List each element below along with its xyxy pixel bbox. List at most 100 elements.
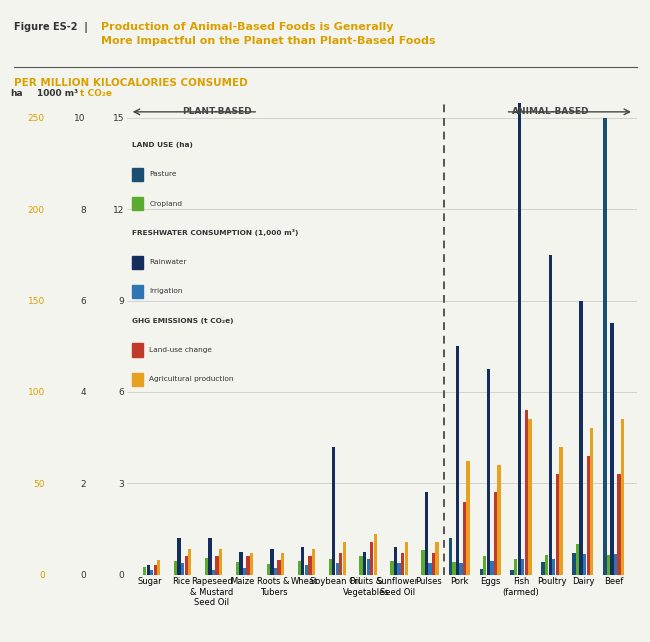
Bar	[521, 559, 525, 575]
Bar	[541, 562, 545, 575]
Text: Cropland: Cropland	[150, 201, 182, 207]
Bar	[246, 557, 250, 575]
Bar	[404, 542, 408, 575]
Bar	[209, 538, 212, 575]
Bar	[305, 566, 308, 575]
Bar	[614, 554, 618, 575]
Bar	[153, 566, 157, 575]
Bar	[579, 300, 583, 575]
Bar	[343, 542, 346, 575]
Bar	[463, 501, 466, 575]
Text: 1000 m³: 1000 m³	[36, 89, 78, 98]
Bar	[132, 285, 143, 298]
Text: Production of Animal-Based Foods is Generally
More Impactful on the Planet than : Production of Animal-Based Foods is Gene…	[101, 22, 436, 46]
Bar	[363, 551, 367, 575]
Bar	[428, 563, 432, 575]
Text: ha: ha	[10, 89, 23, 98]
Bar	[367, 559, 370, 575]
Bar	[298, 561, 301, 575]
Bar	[146, 566, 150, 575]
Bar	[132, 343, 143, 356]
Text: LAND USE (ha): LAND USE (ha)	[132, 142, 193, 148]
Bar	[603, 118, 606, 575]
Bar	[421, 550, 424, 575]
Bar	[448, 538, 452, 575]
Bar	[301, 547, 304, 575]
Bar	[339, 553, 343, 575]
Bar	[480, 569, 483, 575]
Bar	[610, 324, 614, 575]
Bar	[549, 255, 552, 575]
Bar	[490, 561, 493, 575]
Bar	[391, 561, 394, 575]
Bar	[494, 492, 497, 575]
Bar	[456, 346, 459, 575]
Bar	[432, 553, 436, 575]
Bar	[559, 447, 562, 575]
Bar	[236, 562, 239, 575]
Text: FRESHWATER CONSUMPTION (1,000 m³): FRESHWATER CONSUMPTION (1,000 m³)	[132, 229, 298, 236]
Bar	[177, 538, 181, 575]
Bar	[274, 568, 277, 575]
Bar	[583, 554, 586, 575]
Bar	[425, 492, 428, 575]
Bar	[467, 462, 470, 575]
Text: GHG EMISSIONS (t CO₂e): GHG EMISSIONS (t CO₂e)	[132, 318, 233, 324]
Bar	[576, 544, 579, 575]
Text: Rainwater: Rainwater	[150, 259, 187, 265]
Text: Irrigation: Irrigation	[150, 288, 183, 295]
Bar	[219, 549, 222, 575]
Bar	[132, 168, 143, 181]
Bar	[397, 563, 401, 575]
Bar	[514, 559, 517, 575]
Bar	[143, 567, 146, 575]
Bar	[618, 474, 621, 575]
Bar	[487, 369, 490, 575]
Bar	[573, 553, 576, 575]
Text: Pasture: Pasture	[150, 171, 177, 177]
Bar	[590, 428, 593, 575]
Bar	[188, 549, 191, 575]
Bar	[132, 197, 143, 211]
Bar	[239, 551, 242, 575]
Bar	[312, 549, 315, 575]
Text: Agricultural production: Agricultural production	[150, 376, 234, 382]
Bar	[497, 465, 500, 575]
Bar	[359, 557, 363, 575]
Bar	[266, 564, 270, 575]
Bar	[181, 563, 185, 575]
Bar	[545, 555, 549, 575]
Bar	[205, 558, 208, 575]
Bar	[335, 563, 339, 575]
Bar	[552, 559, 555, 575]
Text: ANIMAL-BASED: ANIMAL-BASED	[512, 107, 590, 116]
Bar	[132, 372, 143, 386]
Bar	[510, 570, 514, 575]
Bar	[607, 555, 610, 575]
Bar	[401, 553, 404, 575]
Bar	[517, 95, 521, 575]
Bar	[586, 456, 590, 575]
Bar	[621, 419, 625, 575]
Bar	[185, 557, 188, 575]
Bar	[374, 534, 377, 575]
Bar	[332, 447, 335, 575]
Bar	[394, 547, 397, 575]
Bar	[281, 553, 284, 575]
Bar	[278, 560, 281, 575]
Bar	[215, 557, 219, 575]
Bar	[483, 557, 486, 575]
Bar	[270, 550, 274, 575]
Text: PER MILLION KILOCALORIES CONSUMED: PER MILLION KILOCALORIES CONSUMED	[14, 78, 248, 89]
Bar	[174, 561, 177, 575]
Bar	[328, 559, 332, 575]
Bar	[243, 568, 246, 575]
Bar	[460, 563, 463, 575]
Text: Land-use change: Land-use change	[150, 347, 212, 353]
Text: Figure ES-2  |: Figure ES-2 |	[14, 22, 88, 33]
Bar	[528, 419, 532, 575]
Bar	[150, 570, 153, 575]
Bar	[436, 542, 439, 575]
Text: t CO₂e: t CO₂e	[80, 89, 112, 98]
Text: PLANT-BASED: PLANT-BASED	[183, 107, 252, 116]
